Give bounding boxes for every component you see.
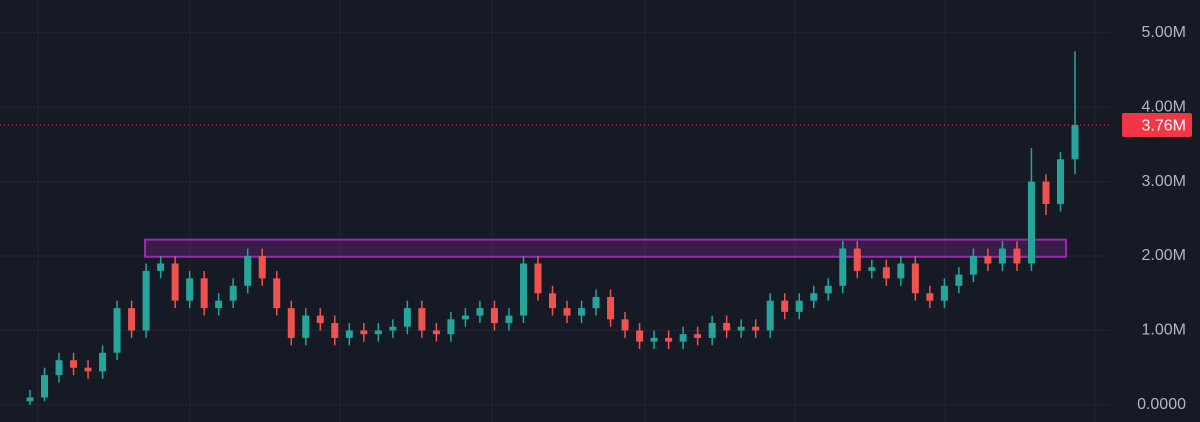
candle-body	[461, 315, 469, 320]
candle-body	[490, 308, 498, 324]
candle-body	[186, 278, 194, 301]
candle-body	[403, 308, 411, 327]
candle-body	[258, 256, 266, 279]
candle-body	[534, 263, 542, 294]
y-tick-label: 2.00M	[1142, 247, 1186, 264]
candle-body	[708, 323, 716, 338]
candle-body	[229, 285, 237, 301]
candle-body	[476, 308, 484, 316]
candle-body	[432, 330, 440, 335]
candle-body	[171, 263, 179, 301]
candle-body	[607, 296, 615, 320]
candle-body	[969, 256, 977, 275]
candle-body	[70, 360, 78, 368]
candle-body	[650, 337, 658, 342]
candle-body	[200, 278, 208, 309]
zone	[144, 238, 1067, 258]
candle-body	[737, 326, 745, 331]
candle-body	[940, 285, 948, 301]
candle-body	[215, 300, 223, 309]
candle-body	[897, 263, 905, 279]
candle-body	[389, 326, 397, 331]
candle-body	[1056, 159, 1064, 204]
candle-body	[810, 293, 818, 301]
candle-body	[41, 375, 49, 398]
candle-body	[244, 256, 252, 286]
candle-body	[99, 352, 107, 372]
candle-body	[563, 308, 571, 316]
candle-body	[128, 308, 136, 331]
candle-body	[636, 330, 644, 342]
candle-body	[374, 330, 382, 335]
candle-body	[331, 323, 339, 338]
candle-body	[853, 248, 861, 271]
candle-body	[418, 308, 426, 331]
candle-body	[302, 315, 310, 338]
candle-body	[665, 337, 673, 342]
candle-body	[694, 334, 702, 338]
candle-body	[26, 397, 34, 402]
candle-body	[55, 360, 63, 376]
candle-body	[273, 278, 281, 309]
candle-body	[447, 319, 455, 335]
candle-body	[345, 330, 353, 338]
candle-body	[781, 300, 789, 312]
candle-body	[578, 308, 586, 316]
candle-body	[795, 300, 803, 312]
candle-body	[984, 256, 992, 264]
candle-body	[911, 263, 919, 294]
y-tick-label: 1.00M	[1142, 322, 1186, 339]
candle-body	[142, 270, 150, 331]
candle-body	[839, 248, 847, 286]
y-tick-label: 4.00M	[1142, 98, 1186, 115]
candle-body	[955, 274, 963, 286]
candle-body	[505, 315, 513, 324]
candle-body	[549, 293, 556, 309]
candle-body	[1071, 125, 1079, 160]
price-label-box	[1122, 113, 1192, 138]
candle-body	[157, 263, 165, 271]
candle-body	[868, 267, 876, 271]
candle-body	[752, 326, 760, 331]
candle-body	[926, 293, 934, 301]
y-tick-label: 3.00M	[1142, 173, 1186, 190]
y-tick-label: 5.00M	[1142, 24, 1186, 41]
candle-body	[1013, 248, 1021, 264]
candle-body	[766, 300, 774, 331]
candle-body	[519, 263, 527, 316]
price-label: 3.76M	[1142, 117, 1186, 134]
candle-body	[316, 315, 324, 324]
candle-body	[360, 330, 368, 335]
candle-body	[113, 308, 121, 353]
candle-body	[287, 308, 295, 338]
candle-body	[824, 285, 832, 294]
candle-body	[84, 367, 92, 372]
candle-body	[1027, 181, 1035, 264]
candle-body	[882, 267, 890, 279]
candle-body	[621, 319, 629, 331]
candle-body	[998, 248, 1006, 264]
y-tick-label: 0.0000	[1137, 396, 1186, 413]
candle-body	[679, 334, 687, 342]
candle-body	[1042, 181, 1050, 204]
candle-body	[723, 323, 731, 331]
candle-body	[592, 296, 600, 309]
